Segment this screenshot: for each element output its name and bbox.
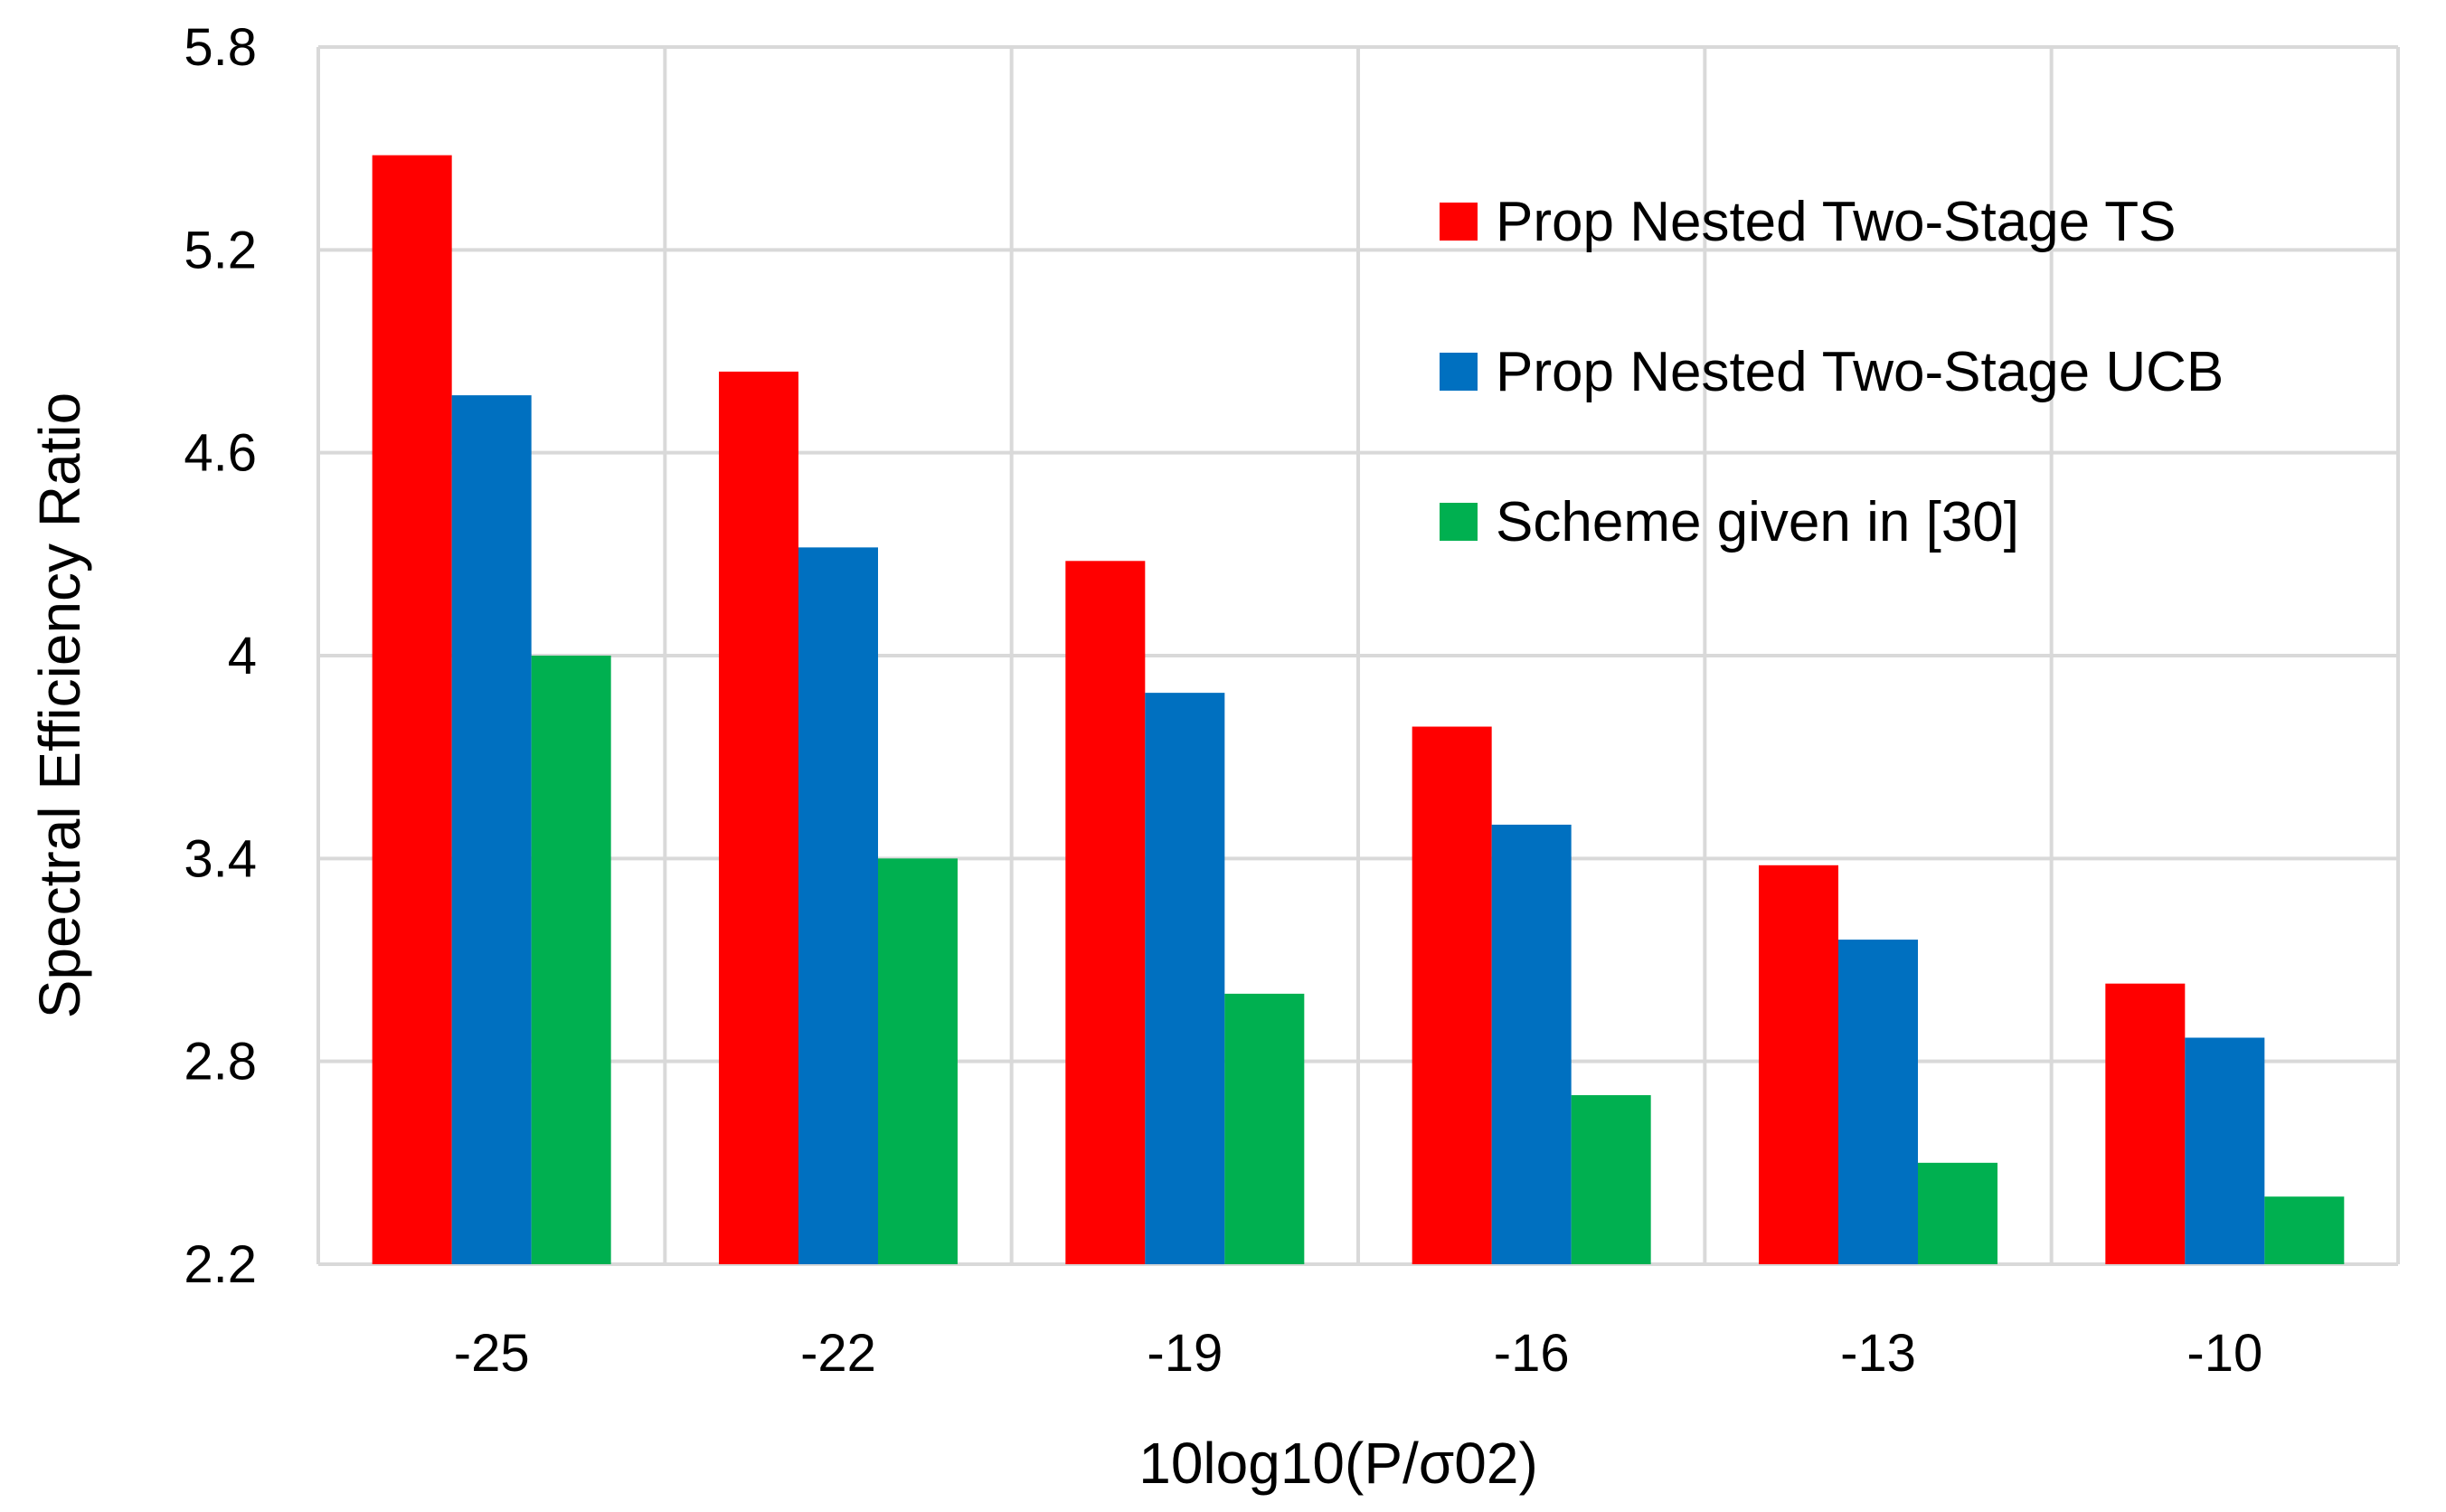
bar-1-neg19 xyxy=(1065,561,1146,1264)
legend-swatch xyxy=(1440,353,1478,391)
gridlines xyxy=(316,45,2400,1266)
bar-1-neg13 xyxy=(1759,865,1838,1264)
y-tick-label: 5.2 xyxy=(184,221,257,279)
bar-3-neg25 xyxy=(531,656,611,1264)
bar-1-neg10 xyxy=(2105,983,2186,1264)
x-tick-label: -22 xyxy=(800,1324,876,1383)
bar-1-neg16 xyxy=(1412,726,1492,1264)
bar-2-neg19 xyxy=(1145,693,1225,1264)
bar-3-neg19 xyxy=(1224,993,1305,1264)
bar-2-neg16 xyxy=(1491,824,1572,1264)
x-tick-label: -25 xyxy=(454,1324,530,1383)
bar-1-neg22 xyxy=(719,371,798,1264)
y-tick-label: 3.4 xyxy=(184,829,257,888)
bar-3-neg22 xyxy=(878,858,958,1264)
x-tick-label: -13 xyxy=(1840,1324,1916,1383)
legend-label: Prop Nested Two-Stage UCB xyxy=(1496,341,2224,403)
y-tick-label: 2.8 xyxy=(184,1033,257,1091)
y-axis-title: Spectral Efficiency Ratio xyxy=(27,392,92,1018)
bar-2-neg25 xyxy=(451,395,532,1264)
bar-2-neg22 xyxy=(798,547,878,1264)
y-axis-ticks: 2.2 2.8 3.4 4 4.6 5.2 5.8 xyxy=(184,18,257,1294)
legend-swatch xyxy=(1440,503,1478,541)
y-tick-label: 4 xyxy=(228,627,257,685)
y-tick-label: 4.6 xyxy=(184,424,257,483)
legend-swatch xyxy=(1440,203,1478,241)
y-tick-label: 2.2 xyxy=(184,1235,257,1294)
x-axis-ticks: -25 -22 -19 -16 -13 -10 xyxy=(454,1324,2262,1383)
legend: Prop Nested Two-Stage TS Prop Nested Two-… xyxy=(1440,191,2224,553)
bar-3-neg10 xyxy=(2264,1196,2345,1264)
x-tick-label: -19 xyxy=(1147,1324,1223,1383)
legend-label: Prop Nested Two-Stage TS xyxy=(1496,191,2176,253)
bar-3-neg16 xyxy=(1571,1095,1651,1264)
legend-label: Scheme given in [30] xyxy=(1496,491,2019,553)
bar-3-neg13 xyxy=(1918,1162,1997,1264)
x-tick-label: -16 xyxy=(1494,1324,1570,1383)
bar-2-neg13 xyxy=(1838,940,1918,1264)
x-tick-label: -10 xyxy=(2186,1324,2262,1383)
x-axis-title: 10log10(P/σ02) xyxy=(1138,1431,1538,1496)
bar-2-neg10 xyxy=(2185,1037,2265,1264)
bar-1-neg25 xyxy=(372,155,452,1265)
bars xyxy=(372,155,2345,1265)
y-tick-label: 5.8 xyxy=(184,18,257,77)
